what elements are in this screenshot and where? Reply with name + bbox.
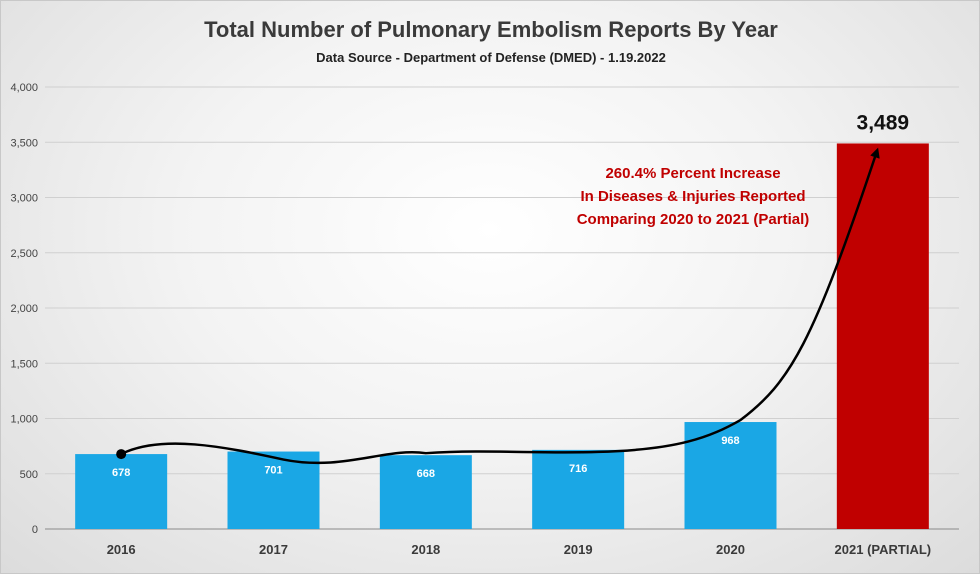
y-tick-label: 0 [32,524,38,536]
data-label: 968 [721,435,739,447]
bar [532,449,625,529]
data-label: 701 [264,465,282,477]
y-tick-label: 3,500 [10,137,38,149]
y-tick-label: 2,500 [10,248,38,260]
bar [684,422,777,529]
annotation-line: In Diseases & Injuries Reported [580,188,805,205]
x-tick-label: 2019 [564,542,593,557]
y-tick-label: 1,500 [10,358,38,370]
chart-title: Total Number of Pulmonary Embolism Repor… [204,17,778,42]
data-label: 668 [417,468,435,480]
data-label: 678 [112,467,130,479]
bar [75,454,168,529]
y-tick-label: 500 [20,469,38,481]
bar [379,455,472,529]
data-label: 716 [569,463,587,475]
trend-start-dot [116,449,127,460]
y-tick-label: 2,000 [10,303,38,315]
chart-subtitle: Data Source - Department of Defense (DME… [316,50,666,65]
annotation-line: 260.4% Percent Increase [605,165,780,182]
trend-arrow [120,147,880,465]
x-tick-label: 2017 [259,542,288,557]
bar [836,143,929,529]
x-tick-label: 2016 [107,542,136,557]
x-tick-label: 2018 [411,542,440,557]
bar [227,451,320,529]
x-tick-label: 2020 [716,542,745,557]
annotation-line: Comparing 2020 to 2021 (Partial) [577,211,810,228]
y-tick-label: 1,000 [10,414,38,426]
y-tick-label: 3,000 [10,193,38,205]
x-tick-label: 2021 (PARTIAL) [835,542,932,557]
data-label: 3,489 [857,111,910,134]
y-tick-label: 4,000 [10,82,38,94]
